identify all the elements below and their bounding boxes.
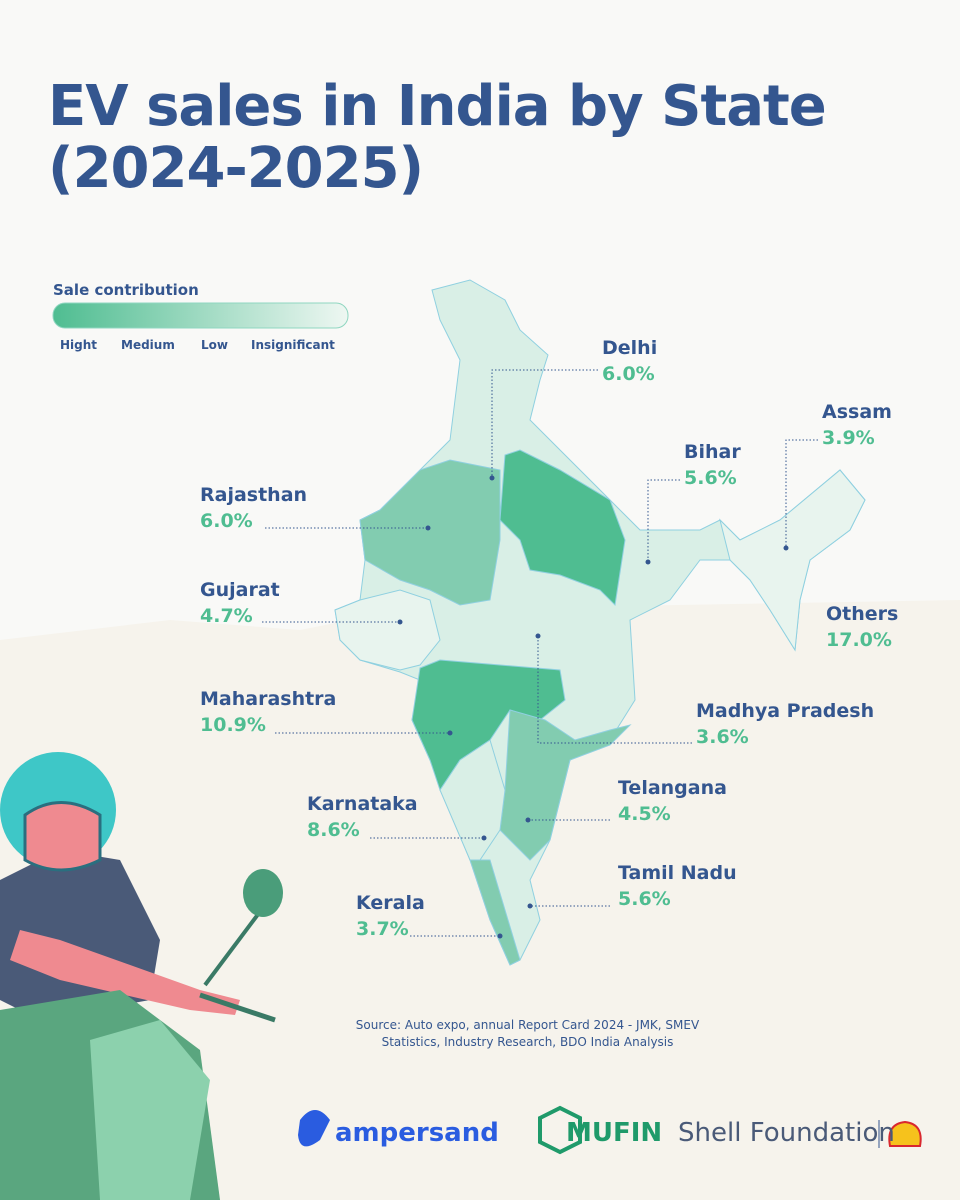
rider-arm [10, 930, 240, 1015]
leader-dot [525, 817, 531, 823]
leader-dot [645, 559, 651, 565]
legend-title: Sale contribution [53, 281, 199, 299]
title: (2024-2025) [48, 136, 424, 201]
source-note: Source: Auto expo, annual Report Card 20… [355, 1018, 700, 1049]
state-share: 4.5% [618, 803, 671, 825]
state-name: Bihar [684, 441, 741, 463]
leader-dot [497, 933, 503, 939]
state-name: Tamil Nadu [618, 862, 737, 884]
leader-line [647, 479, 680, 562]
background-panel [0, 600, 960, 1200]
region-gujarat [334, 589, 441, 671]
ampersand-icon [298, 1110, 330, 1147]
shell-icon [888, 1120, 922, 1147]
logo-ampersand: ampersand [335, 1118, 499, 1148]
mufin-icon [538, 1105, 582, 1155]
state-name: Rajasthan [200, 484, 308, 506]
leader-line [491, 369, 598, 478]
leader-dot [527, 903, 533, 909]
legend-level: Low [201, 338, 228, 352]
state-share: 5.6% [684, 467, 737, 489]
logo-shell-foundation: Shell Foundation [678, 1118, 895, 1148]
leader-line [785, 439, 818, 548]
legend-bar [52, 302, 349, 329]
rider-illustration [0, 752, 283, 1200]
state-name: Karnataka [307, 793, 418, 815]
leader-dot [447, 730, 453, 736]
handlebar [199, 992, 276, 1023]
legend-level: Medium [121, 338, 175, 352]
state-name: Others [826, 603, 899, 625]
state-share: 3.7% [356, 918, 409, 940]
legend-level: Insignificant [251, 338, 335, 352]
logo-mufin: MUFIN [566, 1118, 663, 1148]
mirror [243, 869, 283, 917]
state-name: Telangana [618, 777, 727, 799]
state-name: Maharashtra [200, 688, 337, 710]
state-share: 17.0% [826, 629, 892, 651]
mirror-stem [203, 903, 267, 987]
legend-level: Hight [60, 338, 98, 352]
leader-dot [425, 525, 431, 531]
visor [23, 801, 102, 872]
state-share: 6.0% [602, 363, 655, 385]
leader-dot [535, 633, 541, 639]
state-name: Assam [822, 401, 892, 423]
state-share: 3.6% [696, 726, 749, 748]
region-kerala [469, 859, 521, 966]
state-share: 5.6% [618, 888, 671, 910]
state-name: Kerala [356, 892, 425, 914]
leader-dot [489, 475, 495, 481]
leader-dot [783, 545, 789, 551]
state-share: 6.0% [200, 510, 253, 532]
title: EV sales in India by State [48, 74, 827, 139]
state-share: 10.9% [200, 714, 266, 736]
leader-dot [481, 835, 487, 841]
state-share: 4.7% [200, 605, 253, 627]
region-rajasthan [359, 459, 501, 606]
leader-line [537, 636, 692, 744]
state-name: Delhi [602, 337, 658, 359]
india-map [334, 279, 866, 966]
state-share: 3.9% [822, 427, 875, 449]
region-uttar-pradesh [499, 449, 626, 607]
state-name: Gujarat [200, 579, 280, 601]
scooter-front [90, 1020, 210, 1200]
region-northeast [719, 469, 866, 652]
leader-lines [262, 369, 818, 939]
leader-dot [397, 619, 403, 625]
state-share: 8.6% [307, 819, 360, 841]
state-name: Madhya Pradesh [696, 700, 875, 722]
